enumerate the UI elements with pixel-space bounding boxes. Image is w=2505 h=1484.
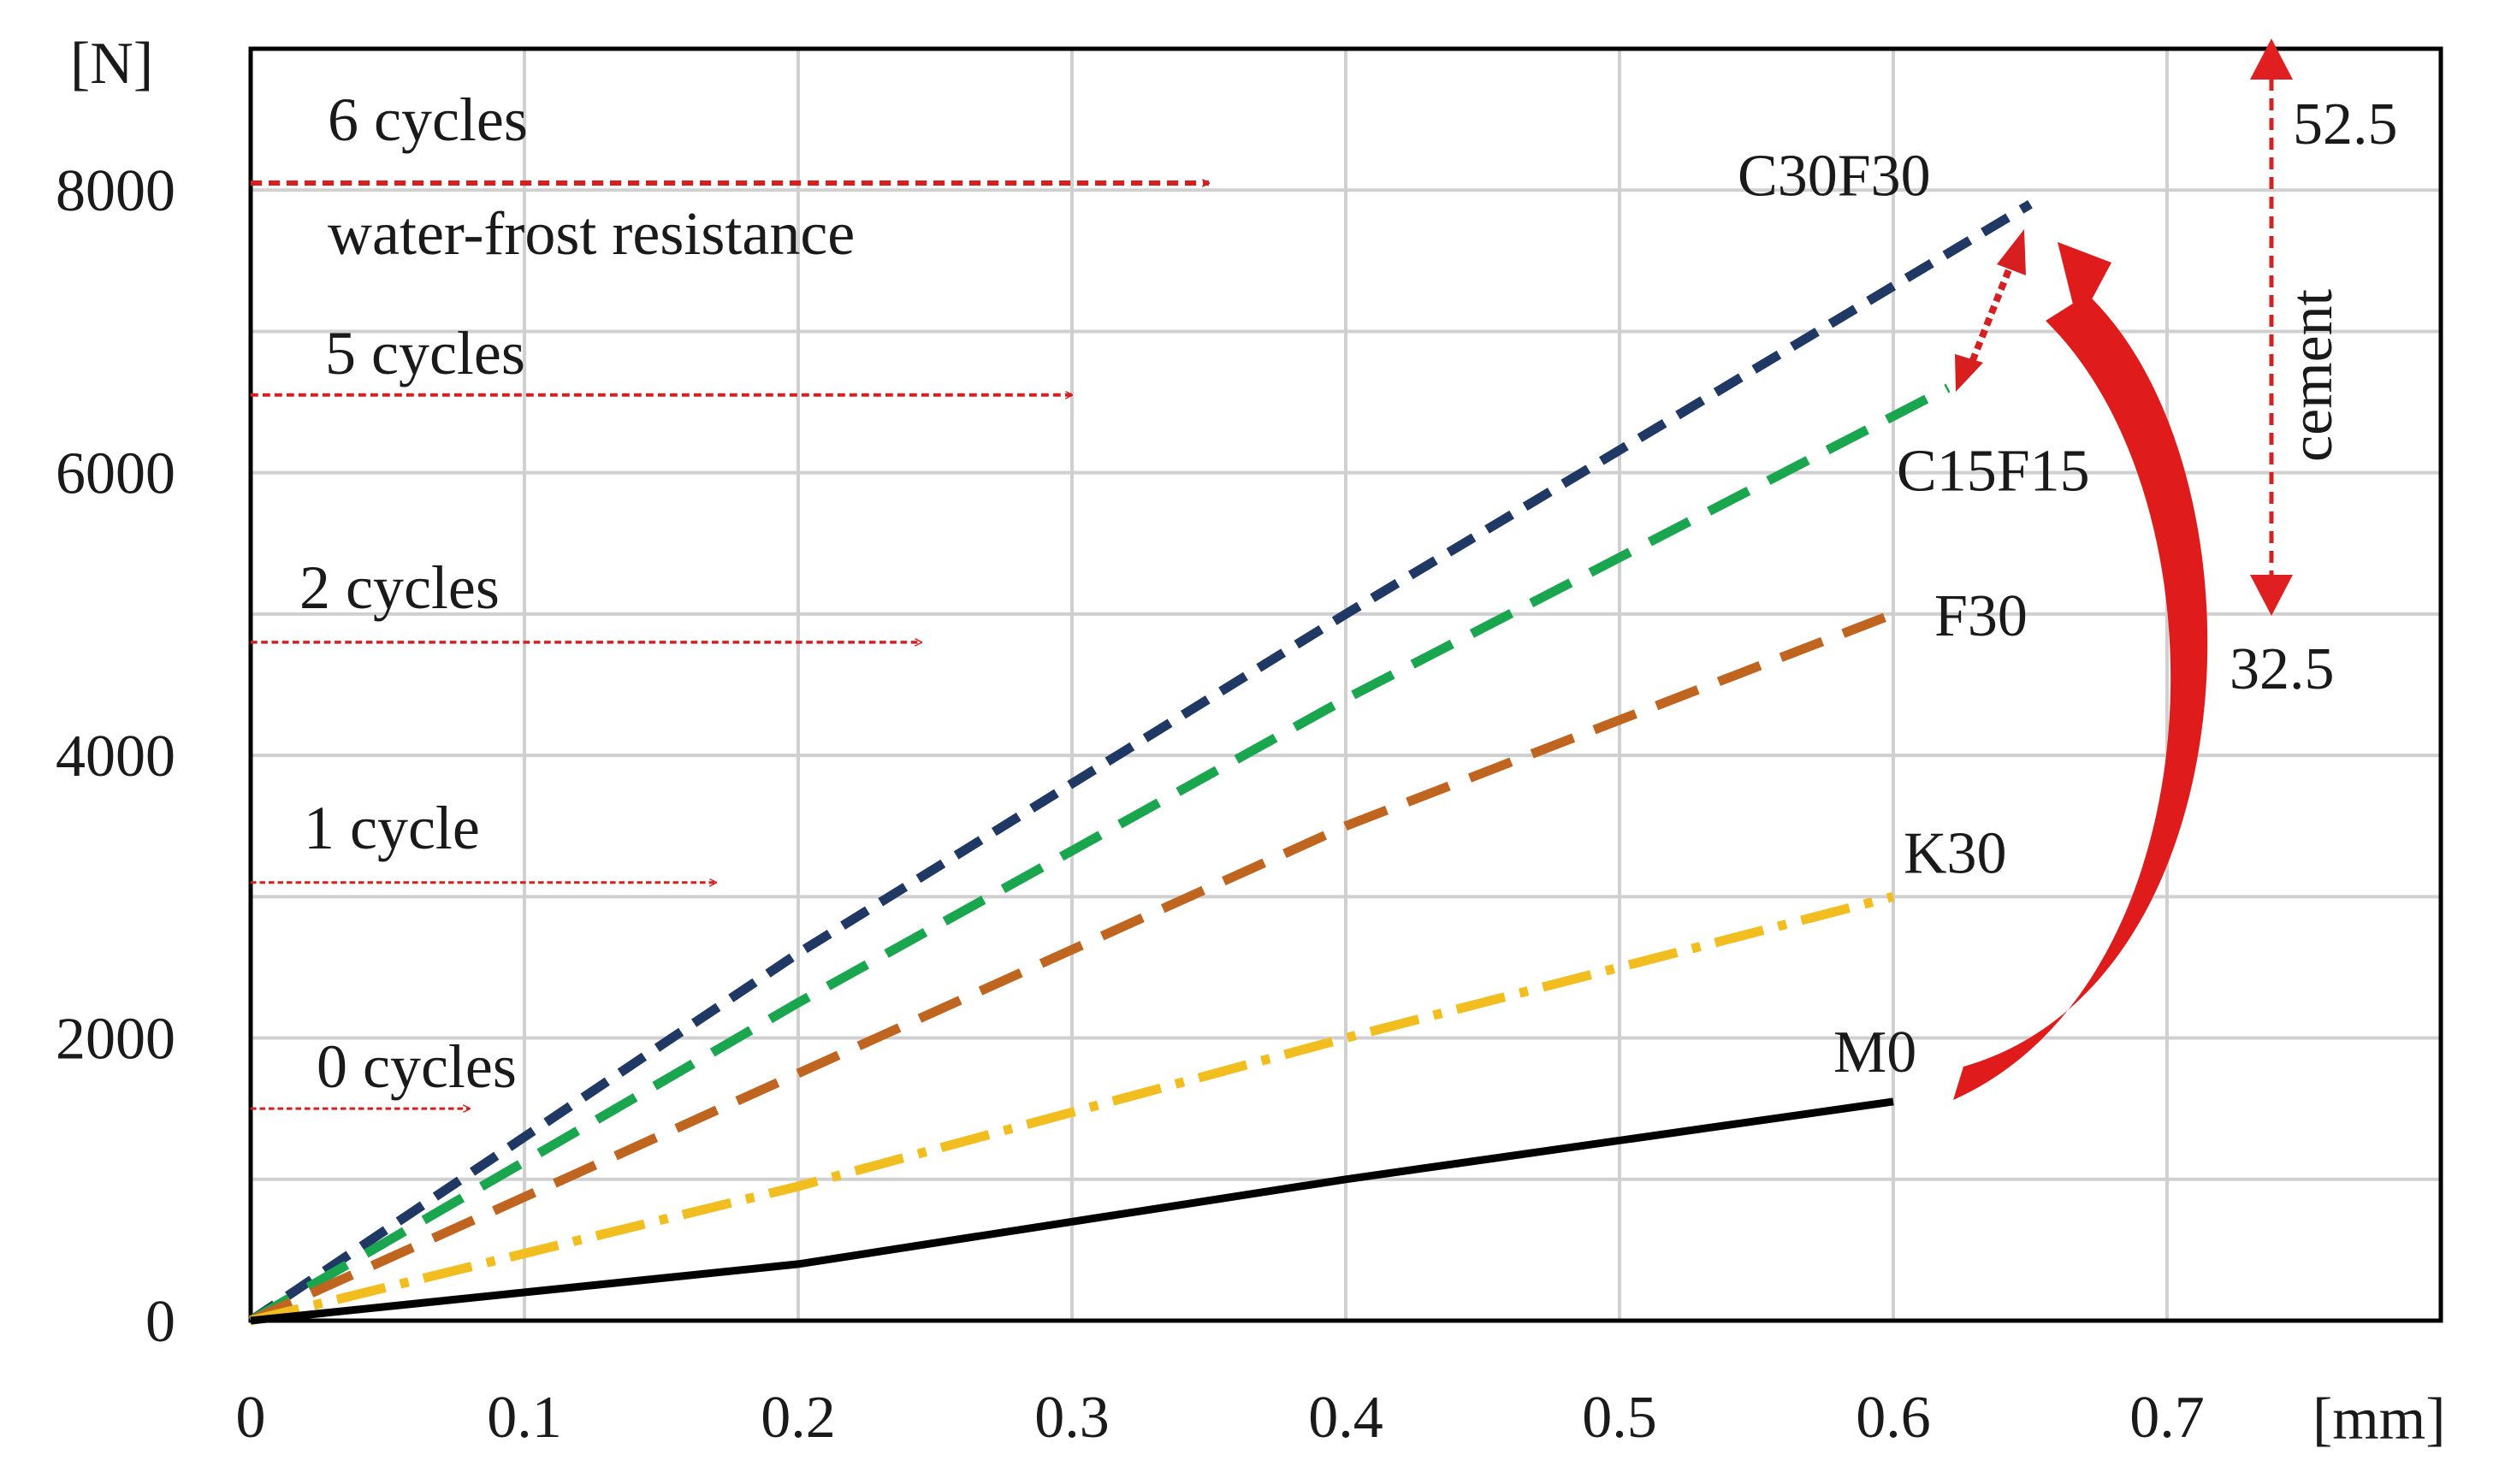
gap-arrow-head-top [1997,229,2026,275]
cycle-label: 0 cycles [317,1032,517,1101]
series-line-c30f30 [247,199,2033,1325]
series-label-c15f15: C15F15 [1897,439,2090,505]
cycle-label: 2 cycles [299,553,500,622]
y-tick-label: 6000 [56,441,175,507]
curved-arrow [1953,242,2208,1100]
x-axis-ticks: 0 0.1 0.2 0.3 0.4 0.5 0.6 0.7 [236,1385,2205,1451]
series-line-m0 [250,1097,1894,1325]
x-tick-label: 0.1 [487,1385,562,1451]
x-tick-label: 0 [236,1385,266,1451]
series-label-f30: F30 [1934,583,2028,649]
plot-frame [248,46,2443,1323]
gap-arrow-line [1964,257,2016,375]
y-axis-ticks: 0 2000 4000 6000 8000 [56,158,175,1355]
series-line-f30 [248,609,1895,1326]
x-axis-unit: [mm] [2313,1386,2446,1452]
cement-arrow-head-top [2250,38,2293,80]
curved-arrow-body [1953,294,2208,1100]
series-line-c15f15 [248,383,1951,1325]
cement-label: cement [2279,288,2345,462]
gap-arrow [1955,229,2026,392]
y-tick-label: 2000 [56,1007,175,1073]
x-tick-label: 0.2 [761,1385,836,1451]
gap-arrow-head-bottom [1955,354,1983,392]
cement-arrow-head-bottom [2250,575,2293,616]
x-tick-label: 0.4 [1308,1385,1383,1451]
cycle-label: 1 cycle [304,794,480,862]
cycle-label: 6 cycles [328,86,528,154]
x-tick-label: 0.3 [1034,1385,1110,1451]
series-label-k30: K30 [1904,820,2007,886]
y-tick-label: 8000 [56,158,175,224]
series-line-k30 [249,891,1895,1326]
water-frost-label: water-frost resistance [328,199,855,268]
x-tick-label: 0.5 [1582,1385,1657,1451]
series-label-m0: M0 [1833,1020,1916,1085]
y-axis-unit: [N] [70,31,153,97]
curved-arrow-head [2058,242,2111,325]
cycle-annotations: 0 cycles 1 cycle 2 cycles 5 cycles 6 cycles [251,86,1209,1109]
series-label-c30f30: C30F30 [1738,144,1931,210]
y-tick-label: 4000 [56,724,175,789]
cycle-label: 5 cycles [325,319,525,387]
x-tick-label: 0.6 [1856,1385,1931,1451]
x-tick-label: 0.7 [2129,1385,2205,1451]
cement-annotation: 52.5 32.5 cement [2230,38,2398,702]
cement-top-label: 52.5 [2293,92,2398,157]
series-group: C30F30 C15F15 F30 K30 M0 [247,144,2090,1326]
y-tick-label: 0 [145,1289,175,1355]
cement-bottom-label: 32.5 [2230,636,2335,702]
